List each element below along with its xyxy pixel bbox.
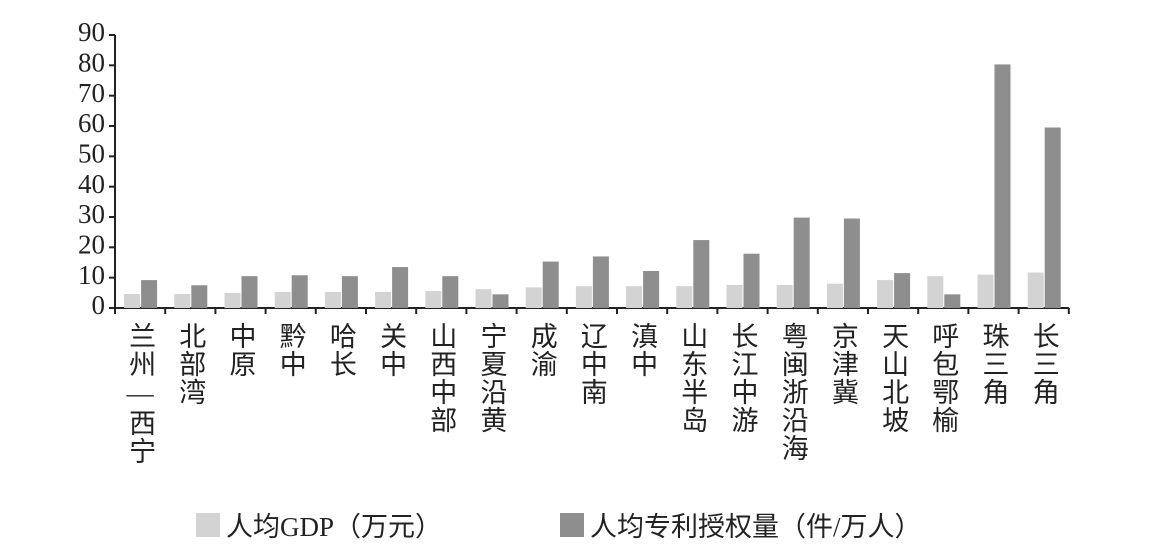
bar bbox=[341, 276, 358, 308]
legend-label: 人均GDP（万元） bbox=[226, 512, 443, 542]
bar bbox=[843, 218, 860, 308]
bar bbox=[776, 284, 793, 308]
bar bbox=[626, 286, 643, 308]
bar bbox=[291, 275, 308, 308]
y-tick-label: 30 bbox=[78, 199, 105, 229]
x-tick-label: 成渝 bbox=[526, 322, 557, 378]
x-tick-label: 长三角 bbox=[1028, 322, 1059, 406]
x-tick-label: 黔中 bbox=[275, 322, 306, 378]
bar bbox=[224, 292, 241, 308]
x-tick-label: 宁夏沿黄 bbox=[476, 322, 507, 434]
x-tick-label: 关中 bbox=[376, 322, 407, 378]
bar bbox=[592, 256, 609, 308]
bar bbox=[1027, 272, 1044, 308]
bar bbox=[575, 286, 592, 308]
legend-item: 人均GDP（万元） bbox=[196, 505, 442, 544]
x-tick-label: 滇中 bbox=[627, 322, 658, 378]
bar bbox=[743, 253, 760, 308]
bar bbox=[274, 291, 291, 308]
x-tick-label: 哈长 bbox=[325, 322, 356, 378]
bar bbox=[643, 270, 660, 308]
bar bbox=[927, 276, 944, 308]
bar bbox=[693, 240, 710, 308]
bar bbox=[324, 291, 341, 308]
y-tick-label: 70 bbox=[78, 78, 105, 108]
x-tick-label: 山西中部 bbox=[426, 322, 457, 434]
bar bbox=[826, 283, 843, 308]
y-tick-label: 60 bbox=[78, 108, 105, 138]
x-tick-label: 中原 bbox=[225, 322, 256, 378]
x-tick-label: 京津冀 bbox=[827, 322, 858, 406]
bar bbox=[191, 285, 208, 308]
bar bbox=[676, 286, 693, 308]
x-tick-label: 呼包鄂榆 bbox=[928, 322, 959, 434]
y-tick-label: 20 bbox=[78, 230, 105, 260]
bar bbox=[425, 291, 442, 308]
bar bbox=[241, 276, 258, 308]
bar bbox=[542, 261, 559, 308]
y-tick-label: 80 bbox=[78, 48, 105, 78]
bar bbox=[392, 267, 409, 308]
bar bbox=[977, 274, 994, 308]
y-tick-label: 0 bbox=[92, 290, 106, 320]
y-tick-label: 40 bbox=[78, 169, 105, 199]
bar bbox=[944, 294, 961, 308]
bar bbox=[726, 284, 743, 308]
bar bbox=[141, 280, 158, 308]
y-tick-label: 50 bbox=[78, 139, 105, 169]
legend-label: 人均专利授权量（件/万人） bbox=[590, 512, 922, 542]
x-tick-label: 珠三角 bbox=[978, 322, 1009, 406]
bar bbox=[1044, 127, 1061, 309]
bar bbox=[375, 291, 392, 308]
x-tick-label: 长江中游 bbox=[727, 322, 758, 434]
bar bbox=[994, 64, 1011, 308]
legend-swatch bbox=[196, 512, 220, 537]
legend-swatch bbox=[560, 512, 584, 537]
x-tick-label: 山东半岛 bbox=[677, 322, 708, 434]
bar bbox=[475, 289, 492, 308]
x-tick-label: 兰州—西宁 bbox=[125, 322, 156, 465]
bar bbox=[894, 273, 911, 308]
bar bbox=[174, 294, 191, 308]
y-tick-label: 10 bbox=[78, 260, 105, 290]
x-tick-label: 辽中南 bbox=[576, 322, 607, 406]
bar bbox=[793, 217, 810, 308]
bar bbox=[492, 294, 509, 308]
x-tick-label: 粤闽浙沿海 bbox=[777, 322, 808, 462]
bar bbox=[442, 276, 459, 308]
x-tick-label: 北部湾 bbox=[175, 322, 206, 406]
x-tick-label: 天山北坡 bbox=[878, 322, 909, 434]
bar bbox=[877, 280, 894, 308]
y-tick-label: 90 bbox=[78, 17, 105, 47]
legend-item: 人均专利授权量（件/万人） bbox=[560, 505, 922, 544]
bar bbox=[124, 294, 141, 308]
bar bbox=[525, 287, 542, 308]
